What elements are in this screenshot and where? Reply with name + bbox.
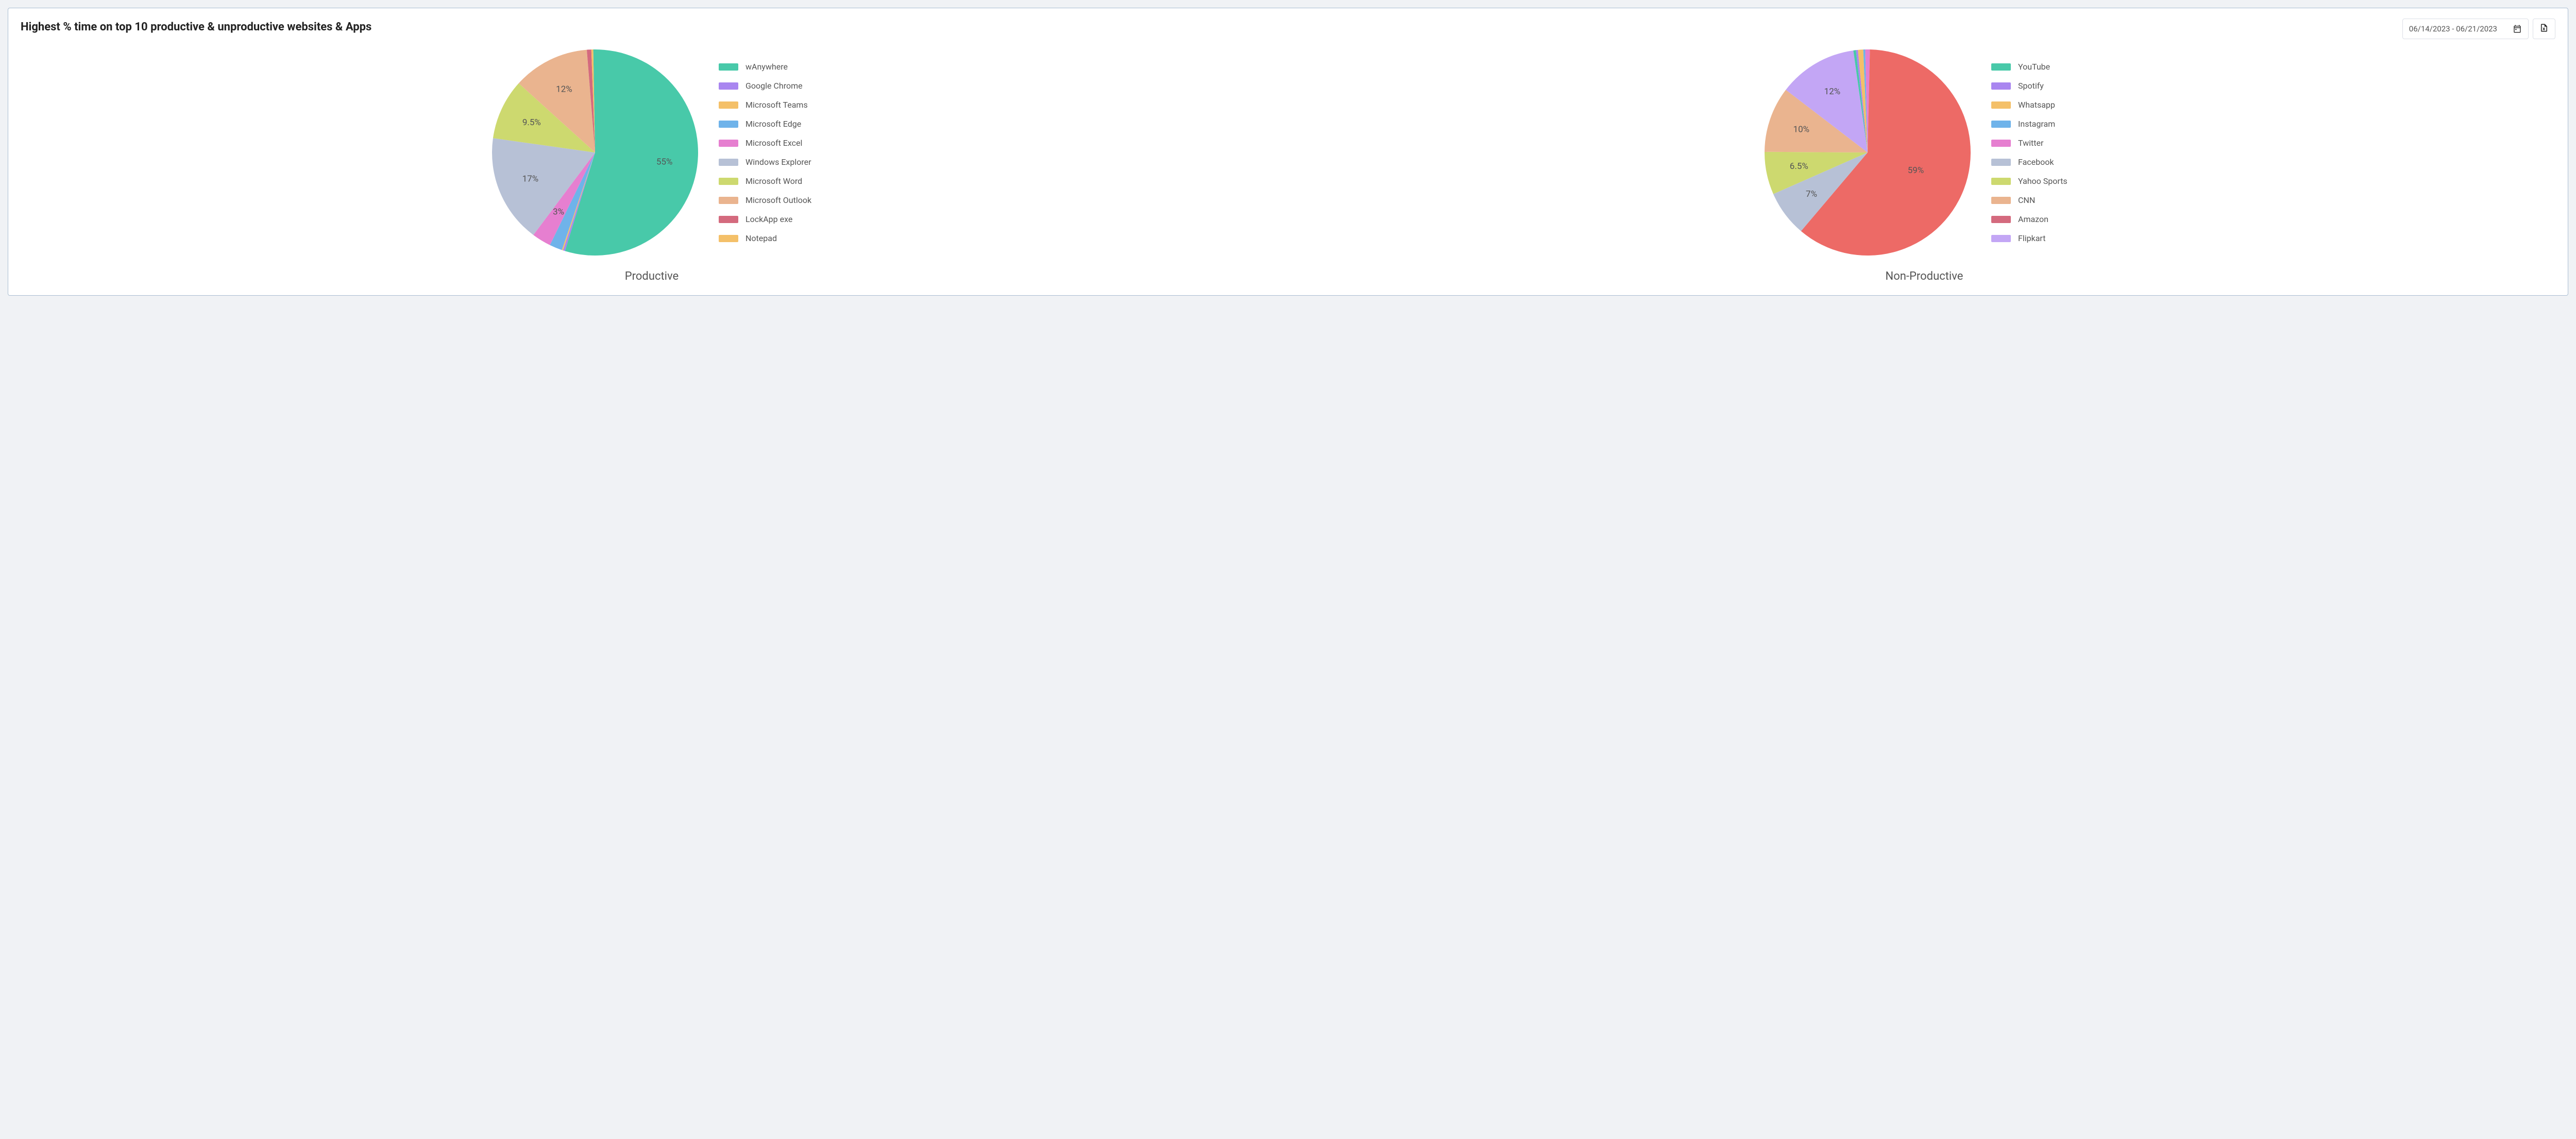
card-title: Highest % time on top 10 productive & un… xyxy=(21,21,371,33)
legend-label: Instagram xyxy=(2018,119,2055,129)
chart-legend: wAnywhere Google Chrome Microsoft Teams Mic… xyxy=(719,62,817,243)
legend-label: Microsoft Edge xyxy=(745,119,801,129)
pie-slice-label: 12% xyxy=(1824,87,1841,97)
legend-item[interactable]: Amazon xyxy=(1991,214,2089,224)
pie-chart: 59% 7% 6.5% 10% 12% xyxy=(1759,44,1976,261)
legend-item[interactable]: Yahoo Sports xyxy=(1991,176,2089,186)
legend-swatch xyxy=(719,197,738,204)
legend-label: LockApp exe xyxy=(745,214,792,224)
legend-item[interactable]: Microsoft Edge xyxy=(719,119,817,129)
legend-label: Microsoft Word xyxy=(745,176,802,186)
legend-swatch xyxy=(719,235,738,242)
legend-item[interactable]: Facebook xyxy=(1991,157,2089,167)
chart-caption: Non-Productive xyxy=(1886,270,1963,283)
legend-item[interactable]: Flipkart xyxy=(1991,233,2089,243)
chart-body: 59% 7% 6.5% 10% 12% YouTube Spotify Whatsapp Ins… xyxy=(1293,44,2555,261)
legend-swatch xyxy=(1991,101,2011,109)
legend-item[interactable]: Microsoft Teams xyxy=(719,100,817,110)
legend-item[interactable]: Microsoft Excel xyxy=(719,138,817,148)
legend-label: wAnywhere xyxy=(745,62,788,72)
dashboard-card: Highest % time on top 10 productive & un… xyxy=(8,8,2568,296)
file-excel-icon xyxy=(2539,23,2549,35)
legend-label: Yahoo Sports xyxy=(2018,176,2067,186)
legend-swatch xyxy=(719,216,738,223)
legend-label: Flipkart xyxy=(2018,233,2045,243)
pie-chart: 55% 3% 17% 9.5% 12% xyxy=(487,44,703,261)
pie-slice-label: 6.5% xyxy=(1790,161,1808,172)
calendar-icon xyxy=(2513,24,2522,33)
chart-panel-nonproductive: 59% 7% 6.5% 10% 12% YouTube Spotify Whatsapp Ins… xyxy=(1293,44,2555,283)
export-excel-button[interactable] xyxy=(2533,19,2555,39)
legend-swatch xyxy=(719,121,738,128)
legend-swatch xyxy=(1991,235,2011,242)
legend-item[interactable]: Twitter xyxy=(1991,138,2089,148)
chart-caption: Productive xyxy=(625,270,679,283)
legend-item[interactable]: YouTube xyxy=(1991,62,2089,72)
pie-slice-label: 10% xyxy=(1793,124,1810,134)
legend-label: Spotify xyxy=(2018,81,2044,91)
chart-body: 55% 3% 17% 9.5% 12% wAnywhere Google Chrome Mic… xyxy=(21,44,1283,261)
date-range-text: 06/14/2023 - 06/21/2023 xyxy=(2409,24,2497,33)
legend-label: Amazon xyxy=(2018,214,2048,224)
charts-row: 55% 3% 17% 9.5% 12% wAnywhere Google Chrome Mic… xyxy=(21,44,2555,283)
chart-panel-productive: 55% 3% 17% 9.5% 12% wAnywhere Google Chrome Mic… xyxy=(21,44,1283,283)
legend-item[interactable]: Windows Explorer xyxy=(719,157,817,167)
legend-swatch xyxy=(1991,121,2011,128)
legend-swatch xyxy=(1991,197,2011,204)
legend-swatch xyxy=(1991,159,2011,166)
pie-slice-label: 17% xyxy=(522,174,539,184)
legend-swatch xyxy=(1991,82,2011,90)
legend-swatch xyxy=(1991,178,2011,185)
legend-swatch xyxy=(1991,216,2011,223)
legend-swatch xyxy=(719,63,738,71)
legend-item[interactable]: LockApp exe xyxy=(719,214,817,224)
legend-swatch xyxy=(719,82,738,90)
legend-label: Twitter xyxy=(2018,138,2043,148)
pie-slice-label: 12% xyxy=(556,84,572,94)
pie-slice-label: 7% xyxy=(1806,189,1817,199)
legend-label: Microsoft Excel xyxy=(745,138,802,148)
legend-item[interactable]: Spotify xyxy=(1991,81,2089,91)
legend-swatch xyxy=(1991,63,2011,71)
legend-swatch xyxy=(719,178,738,185)
legend-item[interactable]: Notepad xyxy=(719,233,817,243)
legend-label: Google Chrome xyxy=(745,81,803,91)
pie-slice-label: 9.5% xyxy=(522,117,541,128)
legend-swatch xyxy=(719,140,738,147)
legend-item[interactable]: Microsoft Outlook xyxy=(719,195,817,205)
card-header: Highest % time on top 10 productive & un… xyxy=(21,19,2555,39)
chart-legend: YouTube Spotify Whatsapp Instagram Twitter Fa… xyxy=(1991,62,2089,243)
legend-swatch xyxy=(719,159,738,166)
legend-label: YouTube xyxy=(2018,62,2050,72)
pie-slice-label: 55% xyxy=(656,157,673,167)
legend-item[interactable]: CNN xyxy=(1991,195,2089,205)
legend-swatch xyxy=(1991,140,2011,147)
legend-label: Facebook xyxy=(2018,157,2054,167)
legend-item[interactable]: Microsoft Word xyxy=(719,176,817,186)
legend-label: Windows Explorer xyxy=(745,157,811,167)
date-range-picker[interactable]: 06/14/2023 - 06/21/2023 xyxy=(2402,19,2529,39)
legend-item[interactable]: Instagram xyxy=(1991,119,2089,129)
legend-item[interactable]: wAnywhere xyxy=(719,62,817,72)
legend-label: Notepad xyxy=(745,233,777,243)
legend-label: Microsoft Teams xyxy=(745,100,808,110)
header-controls: 06/14/2023 - 06/21/2023 xyxy=(2402,19,2555,39)
legend-label: Microsoft Outlook xyxy=(745,195,811,205)
legend-item[interactable]: Google Chrome xyxy=(719,81,817,91)
pie-slice-label: 59% xyxy=(1908,165,1924,176)
legend-label: Whatsapp xyxy=(2018,100,2055,110)
legend-item[interactable]: Whatsapp xyxy=(1991,100,2089,110)
legend-label: CNN xyxy=(2018,195,2035,205)
pie-slice-label: 3% xyxy=(553,207,564,217)
legend-swatch xyxy=(719,101,738,109)
